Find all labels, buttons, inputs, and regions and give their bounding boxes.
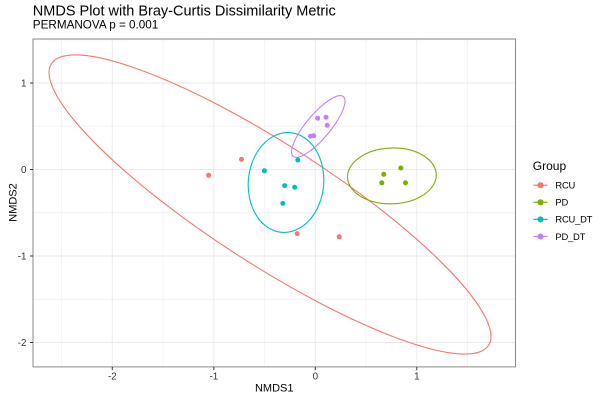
svg-text:NMDS2: NMDS2 [8,183,20,222]
svg-text:-1: -1 [18,252,27,263]
svg-text:RCU_DT: RCU_DT [555,214,592,225]
svg-text:1: 1 [414,371,419,382]
svg-text:-1: -1 [209,371,218,382]
svg-text:PD_DT: PD_DT [555,231,585,242]
svg-text:RCU: RCU [555,180,575,191]
svg-text:-2: -2 [108,371,117,382]
svg-text:NMDS Plot with Bray-Curtis Dis: NMDS Plot with Bray-Curtis Dissimilarity… [33,4,336,20]
svg-text:-2: -2 [18,338,27,349]
svg-text:PERMANOVA p = 0.001: PERMANOVA p = 0.001 [33,19,159,32]
svg-text:1: 1 [21,79,26,90]
svg-text:0: 0 [21,165,27,176]
svg-text:Group: Group [533,159,567,173]
svg-text:NMDS1: NMDS1 [255,383,294,395]
svg-text:PD: PD [555,197,568,208]
svg-text:0: 0 [313,371,319,382]
